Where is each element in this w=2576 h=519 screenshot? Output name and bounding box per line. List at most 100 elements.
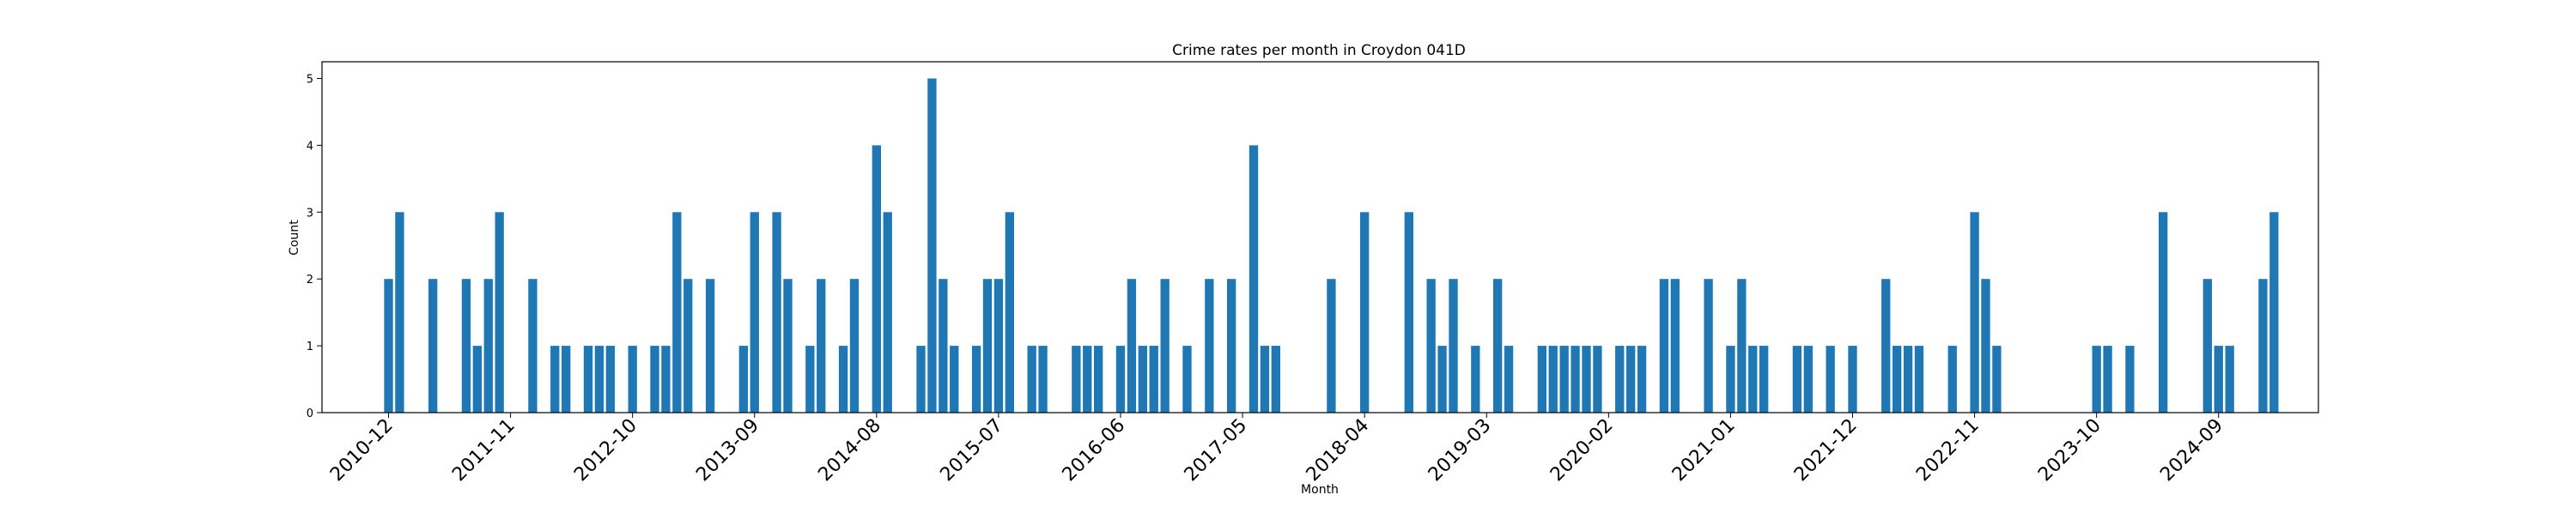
bar-2021-02: [1737, 279, 1747, 413]
bar-2015-05: [971, 346, 981, 413]
y-tick-label: 1: [307, 341, 313, 353]
bar-2017-06: [1249, 145, 1259, 413]
bar-2021-10: [1826, 346, 1835, 413]
bar-2019-02: [1471, 346, 1480, 413]
bar-2015-08: [1005, 212, 1014, 413]
bar-2015-11: [1038, 346, 1048, 413]
x-tick-label: 2019-03: [1425, 415, 1496, 486]
bars-group: [384, 78, 2279, 413]
bar-2021-07: [1792, 346, 1802, 413]
bar-2021-03: [1748, 346, 1758, 413]
bar-2024-04: [2159, 212, 2168, 413]
bar-2025-01: [2258, 279, 2268, 413]
plot-frame: [321, 61, 2319, 413]
x-tick-label: 2010-12: [326, 415, 398, 486]
bar-2019-10: [1559, 346, 1569, 413]
bar-2012-12: [650, 346, 659, 413]
x-tick-label: 2024-09: [2156, 415, 2227, 486]
bar-2018-01: [1327, 279, 1336, 413]
bar-2016-02: [1072, 346, 1081, 413]
bar-2014-05: [838, 346, 848, 413]
bar-2013-01: [661, 346, 671, 413]
bar-2011-01: [395, 212, 404, 413]
bar-2018-12: [1449, 279, 1458, 413]
x-tick-label: 2011-11: [448, 415, 519, 486]
bar-2017-07: [1260, 346, 1270, 413]
x-tick-label: 2017-05: [1181, 415, 1252, 486]
bar-2011-08: [472, 346, 482, 413]
bar-2015-10: [1027, 346, 1036, 413]
bar-2013-11: [772, 212, 781, 413]
bar-2016-07: [1127, 279, 1137, 413]
bar-2022-12: [1981, 279, 1990, 413]
bar-2018-04: [1360, 212, 1370, 413]
x-tick-label: 2018-04: [1303, 415, 1374, 486]
bar-2022-04: [1893, 346, 1902, 413]
bar-2016-10: [1160, 279, 1170, 413]
bar-2015-01: [927, 78, 937, 413]
bar-2018-10: [1426, 279, 1436, 413]
bar-2021-12: [1848, 346, 1857, 413]
bar-2011-07: [461, 279, 471, 413]
bar-2018-08: [1404, 212, 1413, 413]
bar-2010-12: [384, 279, 393, 413]
bar-2020-04: [1626, 346, 1636, 413]
x-tick-label: 2020-02: [1546, 415, 1618, 486]
bar-2020-01: [1593, 346, 1602, 413]
chart-title: Crime rates per month in Croydon 041D: [1172, 42, 1466, 59]
x-tick-label: 2015-07: [936, 415, 1007, 486]
bar-2012-07: [594, 346, 605, 413]
bar-2019-09: [1548, 346, 1558, 413]
bar-2016-04: [1094, 346, 1103, 413]
bar-2018-11: [1437, 346, 1447, 413]
bar-2013-08: [738, 346, 748, 413]
bar-2011-10: [495, 212, 504, 413]
bar-2013-09: [750, 212, 759, 413]
bar-2012-04: [562, 346, 571, 413]
y-tick-label: 5: [307, 73, 313, 86]
bar-2020-08: [1670, 279, 1680, 413]
bar-2023-01: [1992, 346, 2002, 413]
y-tick-label: 2: [307, 274, 313, 287]
y-tick-label: 0: [307, 407, 313, 420]
bar-2011-04: [428, 279, 438, 413]
bar-2020-07: [1659, 279, 1669, 413]
bar-2019-11: [1571, 346, 1580, 413]
bar-2024-08: [2202, 279, 2212, 413]
bar-2021-08: [1803, 346, 1813, 413]
bar-2024-09: [2214, 346, 2223, 413]
bar-2014-03: [817, 279, 826, 413]
bar-2016-09: [1149, 346, 1158, 413]
bar-2021-04: [1759, 346, 1769, 413]
x-tick-label: 2021-01: [1668, 415, 1740, 486]
bar-2022-03: [1881, 279, 1891, 413]
bar-2024-01: [2125, 346, 2135, 413]
bar-2021-01: [1726, 346, 1735, 413]
y-tick-label: 4: [307, 140, 313, 153]
bar-2015-03: [950, 346, 959, 413]
bar-2012-03: [550, 346, 560, 413]
x-tick-label: 2016-06: [1059, 415, 1130, 486]
bar-2022-06: [1914, 346, 1924, 413]
bar-2020-11: [1704, 279, 1713, 413]
bar-2013-12: [783, 279, 793, 413]
bar-2014-08: [872, 145, 881, 413]
x-tick-label: 2021-12: [1790, 415, 1862, 486]
bar-2019-08: [1537, 346, 1546, 413]
bar-2016-12: [1182, 346, 1192, 413]
bar-2025-02: [2269, 212, 2279, 413]
bar-2015-06: [982, 279, 993, 413]
bar-2014-02: [805, 346, 815, 413]
bar-2017-04: [1227, 279, 1236, 413]
x-tick-label: 2022-11: [1912, 415, 1984, 486]
bar-2012-06: [583, 346, 593, 413]
bar-2013-05: [705, 279, 715, 413]
bar-2012-10: [628, 346, 637, 413]
bar-2022-05: [1903, 346, 1913, 413]
bar-2015-02: [939, 279, 948, 413]
bar-2024-10: [2225, 346, 2234, 413]
x-tick-label: 2014-08: [814, 415, 885, 486]
bar-2014-12: [916, 346, 926, 413]
